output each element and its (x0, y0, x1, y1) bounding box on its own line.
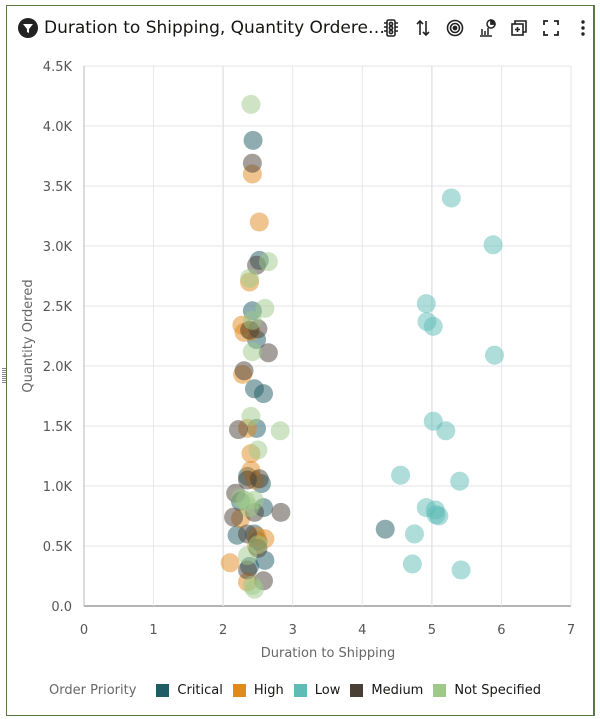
viz-toolbar (375, 14, 599, 42)
data-point[interactable] (224, 507, 244, 527)
data-point[interactable] (253, 384, 273, 404)
data-point[interactable] (242, 153, 262, 173)
y-tick-label: 0.0 (51, 600, 72, 615)
data-point[interactable] (258, 252, 278, 272)
x-tick-label: 5 (428, 623, 436, 638)
data-point[interactable] (426, 505, 446, 525)
data-point[interactable] (436, 421, 456, 441)
y-tick-label: 2.0K (43, 360, 73, 375)
data-point[interactable] (244, 579, 264, 599)
data-point[interactable] (271, 502, 291, 522)
y-tick-label: 2.5K (43, 300, 73, 315)
y-axis-label: Quantity Ordered (21, 279, 36, 392)
legend-item-medium[interactable]: Medium (350, 683, 423, 698)
x-axis-ticks: 0 1 2 3 4 5 6 7 (80, 623, 575, 638)
data-point[interactable] (249, 212, 269, 232)
legend-item-low[interactable]: Low (293, 683, 341, 698)
x-tick-label: 1 (149, 623, 157, 638)
grid-lines (83, 65, 572, 607)
data-point[interactable] (416, 294, 436, 314)
legend-swatch (232, 684, 246, 697)
legend-swatch (350, 684, 364, 697)
data-point[interactable] (249, 469, 269, 489)
data-point[interactable] (404, 524, 424, 544)
y-tick-label: 3.0K (43, 240, 73, 255)
data-point[interactable] (391, 465, 411, 485)
data-point[interactable] (450, 471, 470, 491)
legend-label: High (253, 683, 284, 698)
series-not-specified (231, 94, 290, 599)
data-point[interactable] (483, 235, 503, 255)
chart-type-icon[interactable] (471, 14, 503, 42)
legend-label: Low (314, 683, 341, 698)
data-point[interactable] (243, 130, 263, 150)
legend-item-critical[interactable]: Critical (156, 683, 223, 698)
data-point[interactable] (220, 553, 240, 573)
traffic-light-icon[interactable] (375, 14, 407, 42)
data-point[interactable] (375, 519, 395, 539)
data-point[interactable] (423, 316, 443, 336)
data-point[interactable] (258, 343, 278, 363)
data-point[interactable] (237, 560, 257, 580)
resize-handle[interactable] (2, 368, 6, 384)
y-tick-label: 1.5K (43, 420, 73, 435)
y-tick-label: 1.0K (43, 480, 73, 495)
data-point[interactable] (242, 310, 262, 330)
legend-title: Order Priority (49, 683, 137, 698)
legend-swatch (293, 684, 307, 697)
filter-icon[interactable] (18, 18, 38, 38)
duplicate-icon[interactable] (503, 14, 535, 42)
sort-icon[interactable] (407, 14, 439, 42)
data-point[interactable] (241, 406, 261, 426)
more-icon[interactable] (567, 14, 599, 42)
x-tick-label: 7 (567, 623, 575, 638)
data-point[interactable] (255, 298, 275, 318)
x-tick-label: 0 (80, 623, 88, 638)
data-point[interactable] (484, 345, 504, 365)
y-tick-label: 3.5K (43, 180, 73, 195)
legend-label: Critical (177, 683, 223, 698)
legend-label: Not Specified (454, 683, 541, 698)
data-point[interactable] (441, 188, 461, 208)
y-tick-label: 4.0K (43, 120, 73, 135)
data-point[interactable] (234, 361, 254, 381)
legend-swatch (156, 684, 170, 697)
y-tick-label: 0.5K (43, 540, 73, 555)
y-axis-ticks: 0.0 0.5K 1.0K 1.5K 2.0K 2.5K 3.0K 3.5K 4.0K 4.5K (43, 60, 73, 615)
data-point[interactable] (237, 546, 257, 566)
data-point[interactable] (241, 94, 261, 114)
legend-item-high[interactable]: High (232, 683, 284, 698)
legend-swatch (433, 684, 447, 697)
x-tick-label: 2 (219, 623, 227, 638)
x-tick-label: 3 (289, 623, 297, 638)
viz-title: Duration to Shipping, Quantity Ordere… (44, 18, 385, 38)
y-tick-label: 4.5K (43, 60, 73, 75)
data-point[interactable] (228, 420, 248, 440)
x-tick-label: 6 (497, 623, 505, 638)
data-point[interactable] (242, 342, 262, 362)
data-points (220, 94, 504, 599)
legend-item-not-specified[interactable]: Not Specified (433, 683, 541, 698)
target-icon[interactable] (439, 14, 471, 42)
x-axis-label: Duration to Shipping (261, 646, 396, 661)
legend: Order Priority Critical High Low Medium … (0, 683, 600, 698)
series-low (391, 188, 504, 580)
data-point[interactable] (240, 498, 260, 518)
data-point[interactable] (451, 560, 471, 580)
data-point[interactable] (248, 440, 268, 460)
x-tick-label: 4 (358, 623, 366, 638)
legend-label: Medium (371, 683, 424, 698)
data-point[interactable] (240, 268, 260, 288)
data-point[interactable] (402, 554, 422, 574)
fullscreen-icon[interactable] (535, 14, 567, 42)
viz-header: Duration to Shipping, Quantity Ordere… (18, 14, 593, 42)
data-point[interactable] (270, 421, 290, 441)
